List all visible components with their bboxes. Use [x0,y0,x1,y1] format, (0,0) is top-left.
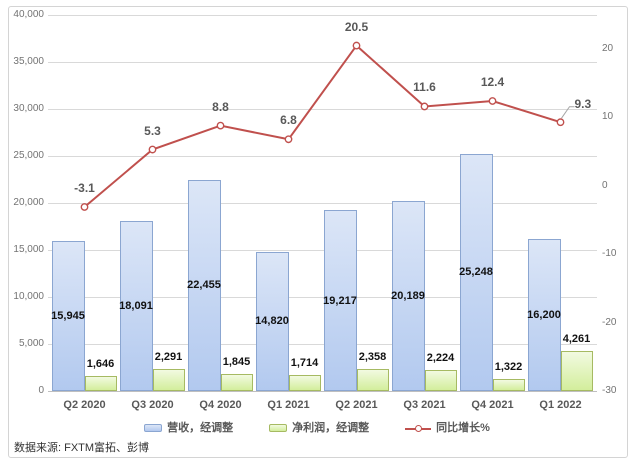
gridline [48,155,597,157]
bar-revenue [187,179,221,391]
left-axis-tick-label: 25,000 [13,150,44,161]
line-label: 20.5 [344,19,369,34]
line-label: 8.8 [212,99,229,114]
bar-profit [84,375,117,391]
bar-profit [288,374,321,391]
bar-revenue [51,241,85,391]
bar-label-revenue: 18,091 [119,299,153,312]
line-marker [556,118,565,127]
bar-label-revenue: 15,945 [51,310,85,323]
gridline [48,14,597,16]
bar-revenue [255,251,289,391]
line-label: 6.8 [280,113,297,128]
revenue-swatch-icon [144,424,163,432]
left-axis-tick-label: 0 [38,385,44,396]
gridline [48,202,597,204]
gridline [48,296,597,298]
bar-label-revenue: 25,248 [459,266,493,279]
line-marker [420,102,429,111]
left-axis-tick-label: 10,000 [13,291,44,302]
line-marker [284,135,293,144]
x-axis-category-label: Q2 2021 [335,399,378,411]
bar-label-profit: 4,261 [562,332,591,345]
label-leader-line [561,106,575,119]
gridline [48,249,597,251]
x-axis-category-label: Q1 2022 [539,399,582,411]
bar-label-profit: 1,646 [86,357,115,370]
bar-label-revenue: 16,200 [527,308,561,321]
right-axis-tick-label: 0 [602,179,608,191]
bar-revenue [459,153,493,391]
right-axis-tick-label: -30 [602,385,617,396]
legend-label-profit: 净利润，经调整 [292,422,370,434]
bar-label-revenue: 22,455 [187,279,221,292]
right-axis-tick-label: 20 [602,43,614,54]
bar-label-profit: 1,322 [494,360,523,373]
left-axis-tick-label: 30,000 [13,103,44,114]
gridline [48,343,597,345]
bar-label-revenue: 14,820 [255,315,289,328]
legend-item-revenue: 营收，经调整 [144,421,233,435]
gridline [48,61,597,63]
bar-label-profit: 1,714 [290,356,319,369]
line-label: 9.3 [574,97,592,112]
bar-revenue [323,210,357,391]
x-axis-category-label: Q3 2021 [403,399,446,411]
bar-revenue [119,220,153,391]
x-axis-line [48,390,597,392]
line-label: 12.4 [480,74,505,89]
bar-label-profit: 1,845 [222,355,251,368]
x-axis-category-label: Q2 2020 [63,399,106,411]
bar-profit [424,370,457,391]
bar-profit [152,369,185,391]
bar-revenue [527,238,561,391]
chart-legend: 营收，经调整 净利润，经调整 同比增长% [10,421,624,435]
growth-line [83,44,561,208]
bar-label-revenue: 19,217 [323,294,357,307]
right-axis-tick-label: 10 [602,111,614,123]
left-axis-tick-label: 35,000 [13,56,44,67]
bar-revenue [391,201,425,391]
bar-label-revenue: 20,189 [391,290,425,303]
left-axis-tick-label: 40,000 [13,9,44,20]
profit-swatch-icon [269,424,288,432]
line-label: 11.6 [413,80,436,95]
bar-label-profit: 2,358 [358,350,387,363]
bar-profit [492,378,525,391]
legend-item-profit: 净利润，经调整 [269,421,369,435]
line-marker [80,203,89,211]
bar-label-profit: 2,224 [426,352,455,365]
left-axis-tick-label: 20,000 [13,197,44,208]
source-note: 数据来源: FXTM富拓、彭博 [14,442,150,454]
bar-profit [560,350,593,391]
x-axis-category-label: Q4 2020 [199,399,242,411]
bar-profit [220,373,253,391]
right-axis-tick-label: -10 [602,248,617,260]
x-axis-category-label: Q3 2020 [131,399,174,411]
line-marker [216,121,225,130]
x-axis-category-label: Q4 2021 [471,399,514,411]
line-marker [352,41,361,50]
x-axis-category-label: Q1 2021 [267,399,310,411]
line-marker [148,145,157,154]
line-label: 5.3 [144,123,161,138]
legend-label-growth: 同比增长% [436,422,490,434]
bar-profit [356,368,389,391]
line-marker [488,97,497,105]
legend-item-growth: 同比增长% [405,421,490,435]
bar-label-profit: 2,291 [154,351,183,364]
left-axis-tick-label: 5,000 [18,338,44,349]
left-axis-tick-label: 15,000 [13,244,44,255]
growth-line-swatch-icon [405,424,432,433]
legend-label-revenue: 营收，经调整 [167,422,234,434]
line-label: -3.1 [74,181,95,195]
right-axis-tick-label: -20 [602,316,617,328]
gridline [48,108,597,110]
